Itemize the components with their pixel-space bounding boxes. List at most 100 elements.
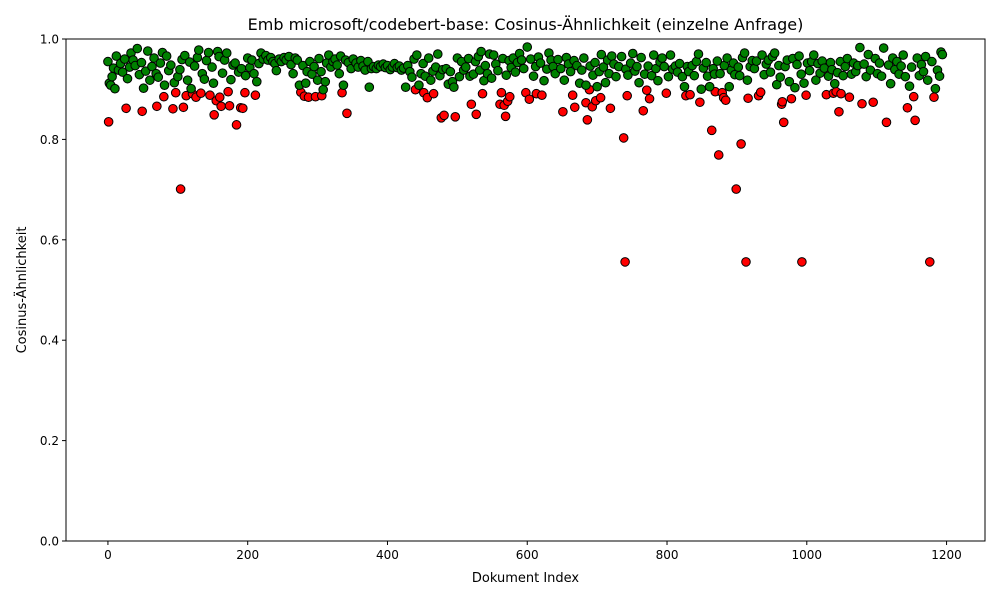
data-point	[934, 71, 945, 81]
data-point	[137, 106, 147, 117]
data-point	[132, 43, 143, 54]
data-point	[743, 93, 753, 104]
data-point	[516, 55, 527, 65]
x-tick-label: 1000	[792, 548, 823, 562]
x-tick-label: 200	[236, 548, 259, 562]
data-point	[794, 51, 804, 61]
data-point	[226, 74, 236, 85]
data-point	[559, 75, 570, 85]
data-point	[203, 47, 214, 58]
data-point	[500, 111, 511, 122]
data-point	[679, 81, 690, 92]
data-point	[496, 87, 507, 98]
data-point	[937, 49, 948, 60]
data-point	[918, 66, 929, 77]
data-point	[786, 93, 797, 104]
data-point	[920, 51, 931, 62]
data-point	[332, 60, 342, 70]
data-point	[528, 71, 539, 81]
data-point	[510, 67, 521, 77]
data-point	[224, 100, 235, 111]
data-point	[646, 70, 657, 81]
data-point	[251, 76, 262, 87]
data-point	[834, 106, 844, 117]
data-point	[598, 62, 609, 72]
data-point	[504, 91, 515, 102]
data-point	[477, 88, 488, 99]
data-point	[186, 83, 196, 94]
data-point	[722, 53, 732, 63]
data-point	[471, 109, 482, 120]
data-point	[309, 61, 319, 72]
data-point	[627, 48, 638, 59]
data-point	[881, 117, 892, 128]
data-point	[784, 76, 795, 87]
data-point	[107, 71, 117, 82]
data-point	[741, 257, 751, 267]
data-point	[558, 106, 568, 117]
data-point	[569, 102, 580, 113]
data-point	[199, 74, 210, 84]
data-point	[922, 75, 933, 85]
data-point	[145, 75, 155, 85]
data-point	[318, 84, 328, 95]
data-point	[595, 92, 606, 103]
data-point	[838, 70, 848, 81]
data-point	[836, 88, 846, 99]
data-point	[885, 78, 896, 89]
data-point	[896, 61, 906, 71]
data-point	[902, 102, 913, 113]
plot-area-frame	[65, 38, 986, 542]
data-point	[906, 62, 917, 72]
data-point	[799, 78, 809, 88]
data-point	[501, 70, 512, 80]
data-point	[320, 76, 331, 87]
data-point	[539, 75, 549, 86]
data-point	[216, 101, 226, 112]
data-point	[734, 70, 745, 81]
data-point	[874, 58, 885, 68]
data-point	[739, 48, 750, 58]
data-point	[208, 78, 219, 88]
data-point	[250, 90, 261, 101]
data-point	[493, 65, 503, 76]
data-point	[466, 99, 477, 110]
data-point	[122, 73, 133, 84]
data-point	[103, 56, 113, 67]
data-point	[777, 96, 788, 107]
data-point	[432, 49, 443, 59]
data-point	[638, 105, 649, 116]
data-point	[423, 53, 434, 63]
data-point	[182, 75, 193, 85]
data-point	[661, 88, 672, 99]
data-point	[657, 53, 667, 63]
data-point	[189, 61, 200, 71]
data-point	[623, 70, 633, 80]
y-axis-label: Cosinus-Ähnlichkeit	[14, 227, 30, 354]
data-point	[618, 133, 629, 143]
data-point	[223, 86, 233, 97]
data-point	[117, 67, 128, 77]
data-point	[209, 110, 219, 120]
data-point	[641, 85, 652, 95]
data-point	[553, 54, 563, 65]
y-tick-label: 0.2	[40, 434, 59, 448]
data-point	[221, 48, 232, 58]
data-point	[622, 90, 632, 101]
data-point	[565, 66, 576, 77]
data-point	[300, 78, 311, 88]
data-point	[778, 117, 789, 128]
data-point	[535, 58, 546, 68]
data-point	[579, 53, 589, 63]
chart-title: Emb microsoft/codebert-base: Cosinus-Ähn…	[248, 15, 804, 34]
data-point	[522, 42, 533, 52]
data-point	[811, 75, 821, 85]
data-point	[844, 92, 855, 103]
data-point	[792, 59, 802, 70]
data-point	[488, 50, 499, 60]
data-point	[908, 91, 919, 102]
data-point	[364, 82, 375, 92]
data-point	[439, 110, 449, 121]
data-point	[611, 71, 621, 82]
